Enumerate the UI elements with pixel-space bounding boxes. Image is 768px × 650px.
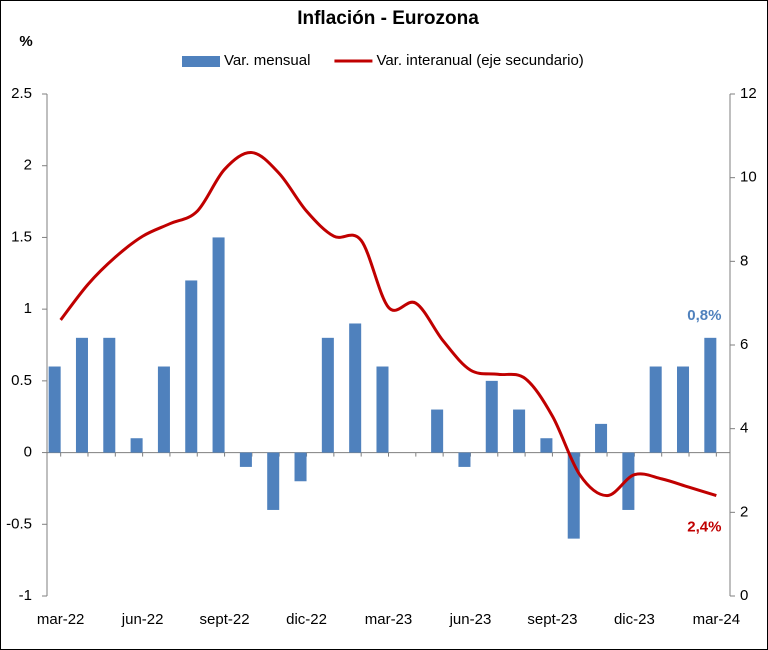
bar <box>540 438 553 453</box>
bar <box>321 337 334 453</box>
annotation: 2,4% <box>687 519 721 536</box>
bar <box>349 323 362 453</box>
x-tick-label: mar-22 <box>37 611 85 628</box>
bar <box>431 409 444 453</box>
x-tick-label: mar-23 <box>365 611 413 628</box>
y-tick-label: 1 <box>24 300 32 317</box>
annotation: 0,8% <box>687 307 721 324</box>
bar <box>267 452 280 510</box>
bar <box>567 452 580 539</box>
x-tick-label: dic-22 <box>286 611 327 628</box>
bar <box>704 337 717 453</box>
bar <box>48 366 61 453</box>
bar <box>485 380 498 453</box>
y-axis-label: % <box>19 33 32 50</box>
y-tick-label: 0 <box>24 444 32 461</box>
legend-swatch <box>182 56 220 67</box>
x-tick-label: jun-23 <box>449 611 492 628</box>
y-tick-label: 2 <box>24 157 32 174</box>
y-tick-label: -1 <box>19 587 32 604</box>
y2-tick-label: 12 <box>740 85 757 102</box>
legend-label: Var. interanual (eje secundario) <box>376 52 583 69</box>
y2-tick-label: 0 <box>740 587 748 604</box>
y2-tick-label: 6 <box>740 336 748 353</box>
bar <box>676 366 690 453</box>
line <box>59 151 717 498</box>
legend-label: Var. mensual <box>224 52 310 69</box>
bar <box>239 452 252 467</box>
bar <box>103 337 116 453</box>
bar <box>376 366 389 453</box>
bar <box>595 423 608 453</box>
y2-tick-label: 2 <box>740 503 748 520</box>
x-tick-label: mar-24 <box>693 611 741 628</box>
chart-title: Inflación - Eurozona <box>297 8 479 29</box>
y-tick-label: 0.5 <box>11 372 32 389</box>
bar <box>75 337 88 453</box>
x-tick-label: sept-22 <box>200 611 250 628</box>
bar <box>513 409 526 453</box>
bar <box>130 438 143 453</box>
y2-tick-label: 8 <box>740 252 748 269</box>
x-tick-label: sept-23 <box>527 611 577 628</box>
y2-tick-label: 4 <box>740 420 748 437</box>
x-tick-label: dic-23 <box>614 611 655 628</box>
bar <box>185 280 198 453</box>
y-tick-label: 2.5 <box>11 85 32 102</box>
bar <box>622 452 635 510</box>
bar <box>458 452 471 467</box>
bar <box>212 237 225 453</box>
bar <box>294 452 307 482</box>
y-tick-label: -0.5 <box>6 515 32 532</box>
bar <box>649 366 662 453</box>
bar <box>157 366 170 453</box>
x-tick-label: jun-22 <box>121 611 164 628</box>
y2-tick-label: 10 <box>740 169 757 186</box>
y-tick-label: 1.5 <box>11 228 32 245</box>
